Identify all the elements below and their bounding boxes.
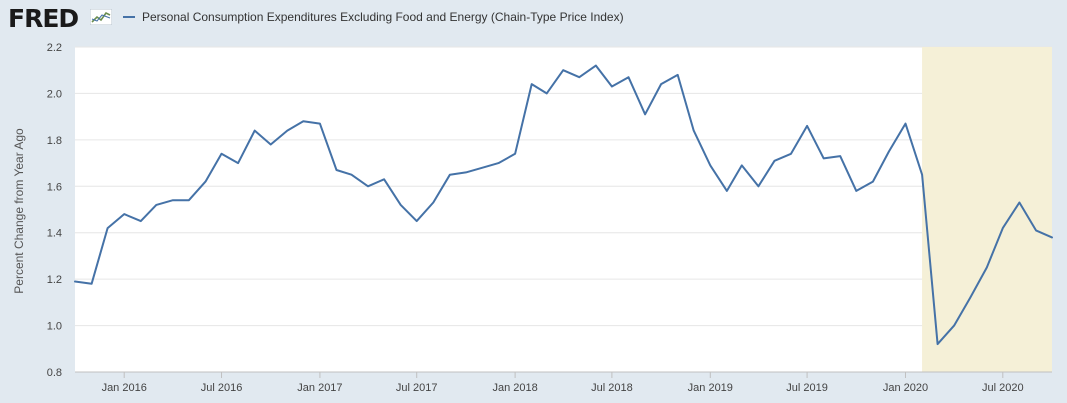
x-tick-label: Jul 2020 [982,382,1024,394]
x-tick-label: Jan 2016 [102,382,147,394]
x-tick-label: Jan 2018 [492,382,537,394]
x-tick-label: Jan 2017 [297,382,342,394]
x-tick-label: Jan 2019 [688,382,733,394]
x-tick-label: Jul 2018 [591,382,633,394]
y-tick-label: 1.8 [47,135,62,147]
plot-area [75,47,1052,372]
chart-legend[interactable]: Personal Consumption Expenditures Exclud… [123,10,624,24]
y-tick-label: 0.8 [47,367,62,379]
x-tick-label: Jul 2019 [786,382,828,394]
header: FRED Personal Consumption Expenditures E… [0,0,1067,36]
y-tick-label: 1.4 [47,228,62,240]
recession-shading [922,47,1052,372]
y-tick-label: 1.2 [47,274,62,286]
series-line[interactable] [74,64,1053,346]
y-axis-label: Percent Change from Year Ago [12,128,26,294]
x-tick-label: Jul 2016 [201,382,243,394]
fred-chart-icon [90,9,112,25]
y-tick-label: 2.2 [47,42,62,54]
x-tick-label: Jan 2020 [883,382,928,394]
legend-swatch [123,16,135,18]
y-tick-label: 1.6 [47,181,62,193]
x-tick-label: Jul 2017 [396,382,438,394]
y-tick-label: 2.0 [47,88,62,100]
y-tick-label: 1.0 [47,321,62,333]
fred-logo[interactable]: FRED [8,4,79,33]
legend-label: Personal Consumption Expenditures Exclud… [142,10,624,24]
